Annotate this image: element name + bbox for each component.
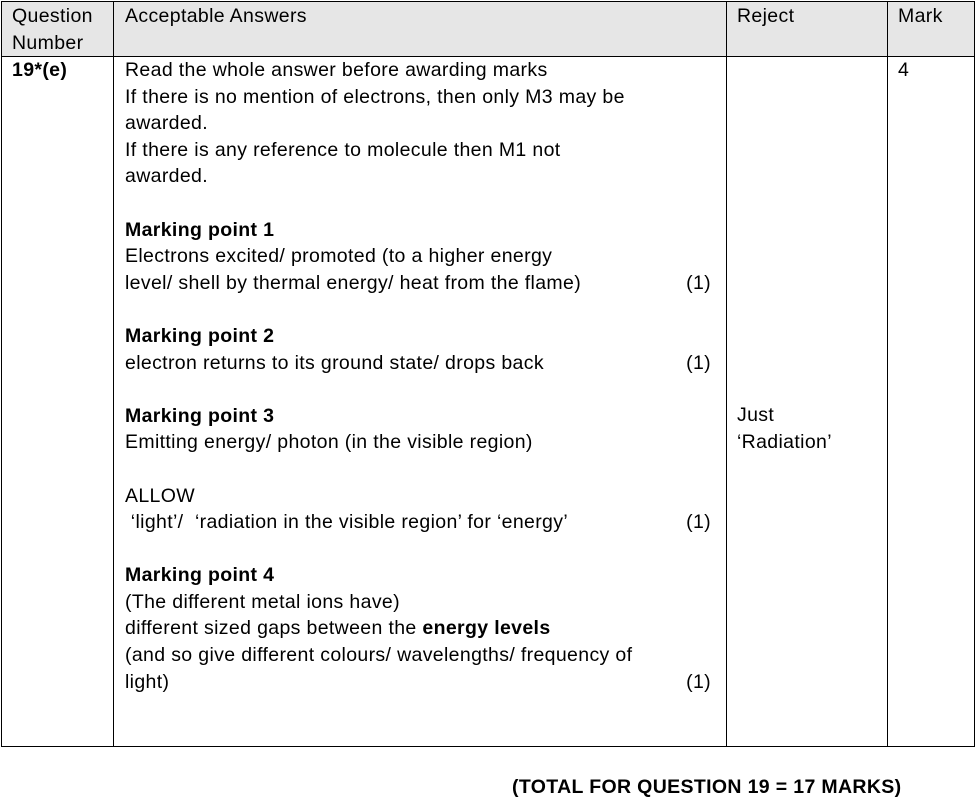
- header-question-number: Question Number: [12, 3, 93, 56]
- answer-line: level/ shell by thermal energy/ heat fro…: [125, 270, 711, 297]
- text-segment: ‘light’/ ‘radiation in the visible regio…: [125, 511, 569, 534]
- question-total: (TOTAL FOR QUESTION 19 = 17 MARKS): [512, 776, 902, 798]
- reject-text: Just ‘Radiation’: [737, 402, 832, 455]
- bold-text: Marking point 3: [125, 404, 275, 427]
- answer-line-text: If there is no mention of electrons, the…: [125, 84, 625, 111]
- header-reject: Reject: [737, 5, 795, 27]
- bold-text: Marking point 4: [125, 564, 275, 587]
- answer-line: [125, 296, 711, 323]
- bold-text: Marking point 1: [125, 218, 275, 241]
- answer-line: (and so give different colours/ waveleng…: [125, 642, 711, 669]
- text-segment: electron returns to its ground state/ dr…: [125, 351, 544, 374]
- answer-line: Electrons excited/ promoted (to a higher…: [125, 243, 711, 270]
- text-segment: different sized gaps between the: [125, 617, 423, 640]
- mark-allocation: (1): [686, 670, 711, 693]
- answer-line-text: electron returns to its ground state/ dr…: [125, 350, 544, 377]
- answer-line: electron returns to its ground state/ dr…: [125, 350, 711, 377]
- bold-text: Marking point 2: [125, 324, 275, 347]
- text-segment: awarded.: [125, 112, 209, 135]
- text-segment: (The different metal ions have): [125, 590, 400, 613]
- answer-line: Marking point 1: [125, 217, 711, 244]
- mark-allocation: (1): [686, 511, 711, 534]
- text-segment: Read the whole answer before awarding ma…: [125, 59, 548, 81]
- text-segment: If there is any reference to molecule th…: [125, 138, 561, 161]
- mark-value: 4: [898, 59, 910, 81]
- answer-line-text: Read the whole answer before awarding ma…: [125, 57, 548, 84]
- answer-line-text: awarded.: [125, 110, 208, 137]
- answer-line-text: If there is any reference to molecule th…: [125, 137, 561, 164]
- question-number: 19*(e): [12, 59, 68, 81]
- reject-line: Just: [737, 404, 775, 426]
- answer-line-text: ‘light’/ ‘radiation in the visible regio…: [125, 509, 568, 536]
- answer-line: awarded.: [125, 110, 711, 137]
- answer-line-text: Marking point 3: [125, 403, 274, 430]
- answer-line: ‘light’/ ‘radiation in the visible regio…: [125, 509, 711, 536]
- answer-line-text: Marking point 2: [125, 323, 274, 350]
- answer-line: Marking point 3: [125, 403, 711, 430]
- table-header-row: [2, 2, 974, 57]
- reject-line: ‘Radiation’: [737, 430, 832, 453]
- text-segment: light): [125, 670, 170, 693]
- text-segment: level/ shell by thermal energy/ heat fro…: [125, 271, 582, 294]
- header-text: Question: [12, 5, 93, 27]
- answer-line: If there is no mention of electrons, the…: [125, 84, 711, 111]
- header-mark: Mark: [898, 5, 943, 27]
- answer-line: Read the whole answer before awarding ma…: [125, 57, 711, 84]
- header-text: Number: [12, 31, 84, 54]
- text-segment: (and so give different colours/ waveleng…: [125, 644, 633, 667]
- answer-line: Marking point 4: [125, 562, 711, 589]
- mark-allocation: (1): [686, 271, 711, 294]
- answer-line: ALLOW: [125, 483, 711, 510]
- answer-line-text: Emitting energy/ photon (in the visible …: [125, 429, 533, 456]
- answer-line-text: level/ shell by thermal energy/ heat fro…: [125, 270, 581, 297]
- answer-line-text: different sized gaps between the energy …: [125, 615, 551, 642]
- answer-line: [125, 190, 711, 217]
- text-segment: awarded.: [125, 165, 209, 188]
- answer-line: Emitting energy/ photon (in the visible …: [125, 429, 711, 456]
- answer-line: different sized gaps between the energy …: [125, 615, 711, 642]
- column-divider: [113, 2, 114, 746]
- answer-line: light) (1): [125, 669, 711, 696]
- mark-scheme-table: Question Number Acceptable Answers Rejec…: [1, 1, 975, 747]
- answer-line-text: ALLOW: [125, 483, 195, 510]
- column-divider: [726, 2, 727, 746]
- answer-line: [125, 536, 711, 563]
- answer-line: Marking point 2: [125, 323, 711, 350]
- mark-allocation: (1): [686, 351, 711, 374]
- answer-line-text: (and so give different colours/ waveleng…: [125, 642, 632, 669]
- answer-line-text: Electrons excited/ promoted (to a higher…: [125, 243, 552, 270]
- answer-line-text: Marking point 4: [125, 562, 274, 589]
- answer-line-text: light): [125, 669, 169, 696]
- header-acceptable-answers: Acceptable Answers: [125, 5, 307, 27]
- text-segment: ALLOW: [125, 484, 196, 507]
- column-divider: [887, 2, 888, 746]
- text-segment: If there is no mention of electrons, the…: [125, 85, 625, 108]
- answer-line: [125, 456, 711, 483]
- text-segment: Emitting energy/ photon (in the visible …: [125, 431, 533, 454]
- text-segment: Electrons excited/ promoted (to a higher…: [125, 245, 553, 268]
- bold-text: energy levels: [422, 617, 551, 640]
- answer-line-text: awarded.: [125, 163, 208, 190]
- answer-line: [125, 376, 711, 403]
- answer-line-text: (The different metal ions have): [125, 589, 400, 616]
- answer-line: (The different metal ions have): [125, 589, 711, 616]
- answer-line: If there is any reference to molecule th…: [125, 137, 711, 164]
- acceptable-answers: Read the whole answer before awarding ma…: [125, 57, 711, 695]
- answer-line: awarded.: [125, 163, 711, 190]
- answer-line-text: Marking point 1: [125, 217, 274, 244]
